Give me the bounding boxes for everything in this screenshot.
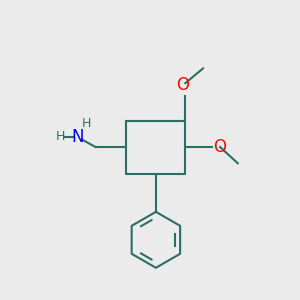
Text: O: O [213,138,226,156]
Text: H: H [56,130,65,143]
Text: O: O [176,76,189,94]
Text: N: N [72,128,84,146]
Text: H: H [82,117,92,130]
